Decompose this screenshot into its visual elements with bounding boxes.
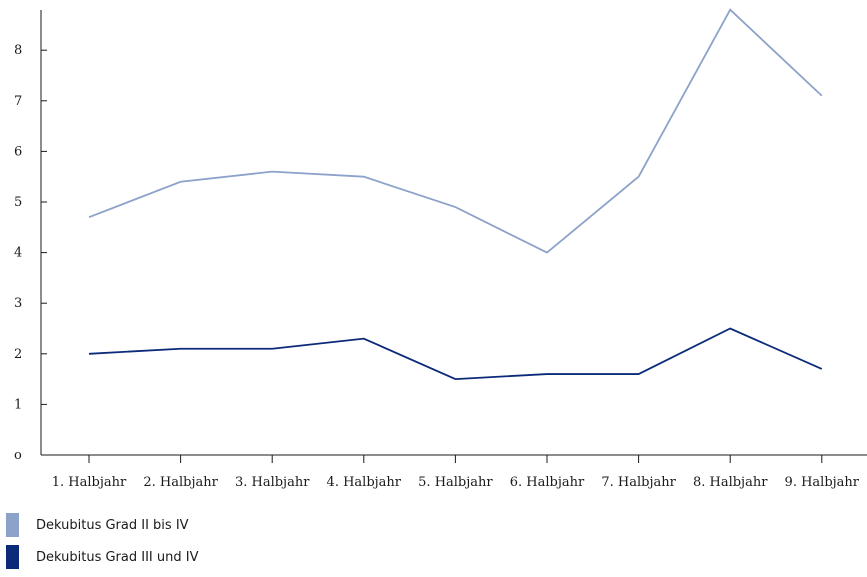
legend-item-grad-ii-bis-iv: Dekubitus Grad II bis IV <box>6 513 198 537</box>
x-tick-label: 3. Halbjahr <box>235 475 310 490</box>
y-tick-label: 6 <box>14 144 22 159</box>
x-tick-label: 4. Halbjahr <box>327 475 402 490</box>
y-tick-label: 1 <box>14 397 22 412</box>
legend-swatch-grad-ii-bis-iv <box>6 513 19 537</box>
legend-swatch-grad-iii-und-iv <box>6 545 19 569</box>
y-axis-ticks: o 1 2 3 4 5 6 7 8 <box>14 43 47 463</box>
x-tick-label: 8. Halbjahr <box>693 475 768 490</box>
x-axis-ticks: 1. Halbjahr 2. Halbjahr 3. Halbjahr 4. Halb… <box>52 455 860 490</box>
chart-axes <box>40 10 867 456</box>
y-tick-label: 7 <box>14 94 22 109</box>
line-chart: o 1 2 3 4 5 6 7 8 1. Halbjahr 2. Halbjahr 3. Halbj… <box>14 8 867 490</box>
x-tick-label: 1. Halbjahr <box>52 475 127 490</box>
legend-item-grad-iii-und-iv: Dekubitus Grad III und IV <box>6 545 198 569</box>
series-line-2 <box>88 327 823 381</box>
series-lines <box>88 8 823 381</box>
x-tick-label: 7. Halbjahr <box>601 475 676 490</box>
y-tick-label: o <box>14 448 22 463</box>
legend-label-grad-iii-und-iv: Dekubitus Grad III und IV <box>36 549 199 565</box>
y-tick-label: 4 <box>14 246 22 261</box>
x-tick-label: 9. Halbjahr <box>785 475 860 490</box>
series-line-1 <box>88 8 823 254</box>
legend-label-grad-ii-bis-iv: Dekubitus Grad II bis IV <box>36 517 189 533</box>
y-tick-label: 5 <box>14 195 22 210</box>
x-tick-label: 5. Halbjahr <box>418 475 493 490</box>
x-tick-label: 6. Halbjahr <box>510 475 585 490</box>
legend: Dekubitus Grad II bis IV Dekubitus Grad … <box>6 513 198 577</box>
y-tick-label: 8 <box>14 43 22 58</box>
y-tick-label: 2 <box>14 347 22 362</box>
x-tick-label: 2. Halbjahr <box>143 475 218 490</box>
y-tick-label: 3 <box>14 296 22 311</box>
